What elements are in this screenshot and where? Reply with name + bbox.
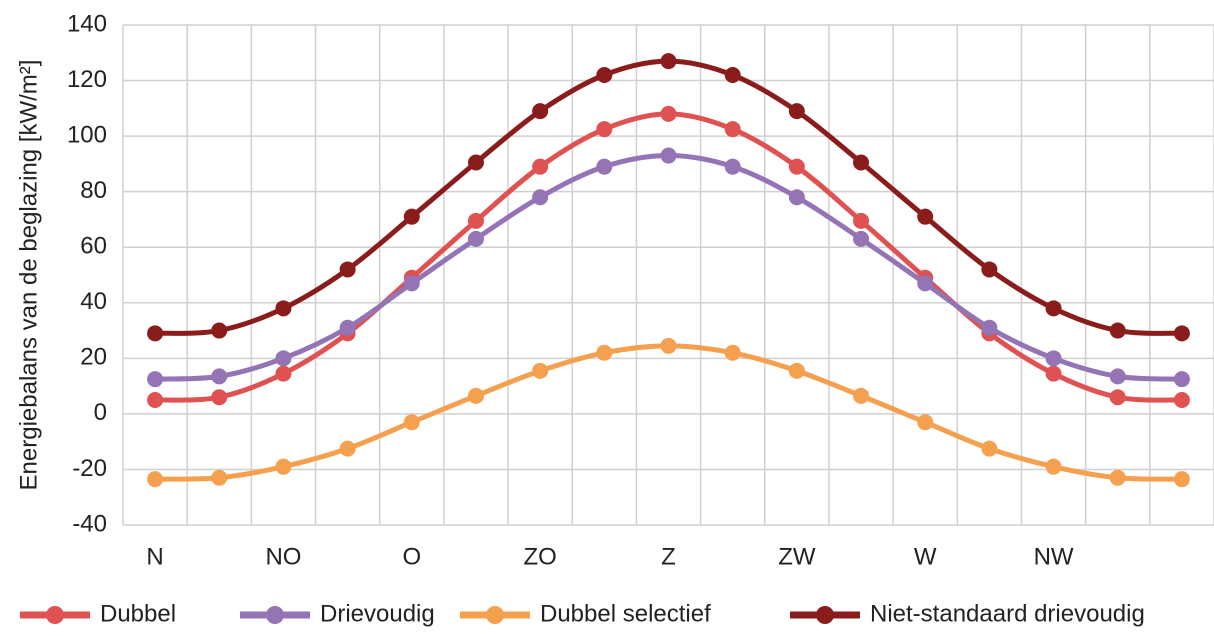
data-point (917, 414, 934, 431)
legend-marker (266, 606, 284, 624)
data-point (275, 365, 292, 382)
y-tick-label: 100 (67, 121, 107, 148)
data-point (532, 103, 549, 120)
data-point (853, 230, 870, 247)
data-point (660, 147, 677, 164)
data-point (596, 344, 613, 361)
y-tick-label: 0 (94, 399, 107, 426)
data-point (532, 189, 549, 206)
data-point (1045, 300, 1062, 317)
legend-label: Dubbel (100, 600, 176, 627)
data-point (788, 189, 805, 206)
data-point (467, 387, 484, 404)
data-point (1109, 469, 1126, 486)
data-point (147, 371, 164, 388)
data-point (275, 300, 292, 317)
y-axis-label: Energiebalans van de beglazing [kW/m²] (15, 60, 42, 491)
x-tick-label: ZO (523, 543, 556, 570)
data-point (403, 414, 420, 431)
x-tick-label: NO (265, 543, 301, 570)
x-tick-label: Z (661, 543, 676, 570)
y-tick-label: -40 (72, 510, 107, 537)
x-tick-label: ZW (778, 543, 816, 570)
data-point (1045, 365, 1062, 382)
data-point (853, 212, 870, 229)
data-point (724, 344, 741, 361)
data-point (1045, 458, 1062, 475)
data-point (660, 337, 677, 354)
data-point (660, 105, 677, 122)
data-point (1173, 325, 1190, 342)
data-point (211, 368, 228, 385)
y-tick-label: 20 (80, 344, 107, 371)
data-point (275, 350, 292, 367)
data-point (1173, 471, 1190, 488)
data-point (1173, 392, 1190, 408)
data-point (211, 322, 228, 339)
data-point (917, 208, 934, 225)
x-tick-label: O (402, 543, 421, 570)
data-point (981, 319, 998, 336)
data-point (724, 67, 741, 83)
data-point (147, 392, 164, 408)
data-point (1109, 389, 1126, 406)
legend-marker (816, 606, 834, 624)
data-point (596, 67, 613, 83)
data-point (596, 121, 613, 138)
data-point (403, 208, 420, 225)
data-point (1173, 371, 1190, 388)
data-point (532, 158, 549, 175)
y-tick-label: 140 (67, 10, 107, 37)
data-point (788, 103, 805, 120)
data-point (467, 212, 484, 229)
data-point (596, 158, 613, 175)
y-tick-label: 120 (67, 66, 107, 93)
y-tick-label: 80 (80, 177, 107, 204)
data-point (147, 325, 164, 342)
data-point (1109, 368, 1126, 385)
data-point (1045, 350, 1062, 367)
legend-label: Niet-standaard drievoudig (870, 600, 1145, 627)
legend-marker (486, 606, 504, 624)
data-point (339, 319, 356, 336)
data-point (339, 261, 356, 278)
x-tick-label: W (914, 543, 937, 570)
data-point (724, 121, 741, 138)
data-point (211, 389, 228, 406)
data-point (788, 362, 805, 379)
x-tick-label: N (146, 543, 163, 570)
data-point (211, 469, 228, 486)
data-point (147, 471, 164, 488)
data-point (1109, 322, 1126, 339)
data-point (532, 362, 549, 379)
legend-marker (46, 606, 64, 624)
data-point (467, 230, 484, 247)
y-tick-label: 40 (80, 288, 107, 315)
data-point (853, 154, 870, 171)
data-point (660, 53, 677, 70)
data-point (724, 158, 741, 175)
data-point (403, 275, 420, 292)
x-tick-label: NW (1034, 543, 1074, 570)
legend-label: Dubbel selectief (540, 600, 711, 627)
data-point (339, 440, 356, 457)
y-tick-label: 60 (80, 233, 107, 260)
series-line (155, 343, 1182, 482)
data-point (788, 158, 805, 175)
data-point (275, 458, 292, 475)
data-point (917, 275, 934, 292)
data-point (981, 440, 998, 457)
y-tick-label: -20 (72, 455, 107, 482)
data-point (853, 387, 870, 404)
series-line (154, 58, 1183, 336)
data-point (981, 261, 998, 278)
legend-label: Drievoudig (320, 600, 435, 627)
data-point (467, 154, 484, 171)
